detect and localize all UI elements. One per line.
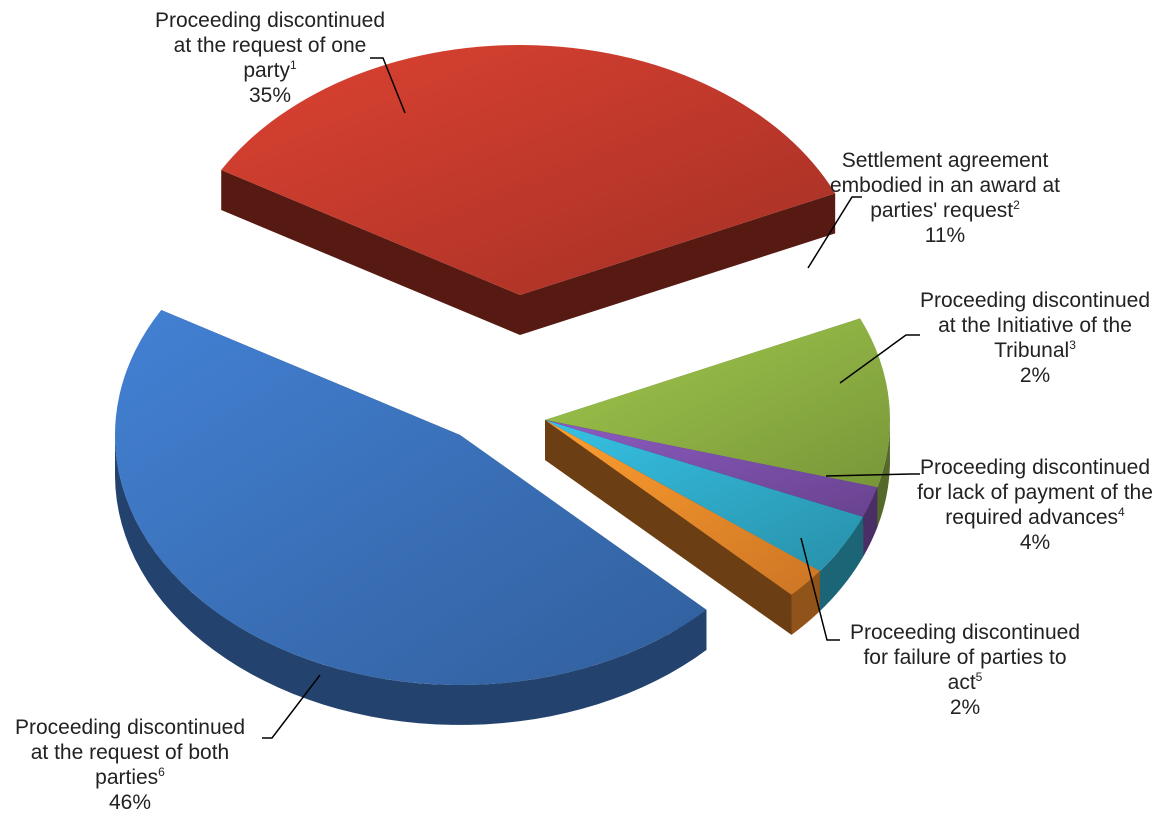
slice-top-one_party	[221, 45, 836, 295]
pct-tribunal: 2%	[1019, 364, 1051, 387]
slice-top-tribunal	[545, 420, 878, 517]
label-advances: Proceeding discontinued for lack of paym…	[900, 455, 1170, 555]
slice-wall-both_parties	[115, 436, 707, 725]
slice-wall-advances	[819, 516, 864, 612]
pct-settlement: 11%	[924, 224, 966, 247]
slice-top-failure	[545, 420, 820, 595]
slice-side-failure-1	[545, 420, 792, 635]
leader-line-failure	[800, 537, 840, 641]
leader-line-advances	[825, 473, 920, 477]
pct-one-party: 35%	[248, 84, 292, 107]
slice-top-settlement	[545, 318, 890, 488]
pct-both-parties: 46%	[108, 791, 152, 814]
label-failure: Proceeding discontinued for failure of p…	[830, 620, 1100, 720]
label-settlement: Settlement agreement embodied in an awar…	[800, 148, 1090, 248]
slice-one_party	[221, 45, 836, 335]
slice-wall-failure	[791, 571, 820, 635]
slice-wall-settlement	[877, 416, 890, 528]
slice-top-advances	[545, 420, 864, 572]
slice-wall-tribunal	[863, 487, 878, 557]
label-tribunal: Proceeding discontinued at the Initiativ…	[900, 288, 1170, 388]
label-both-parties: Proceeding discontinued at the request o…	[0, 715, 260, 815]
leader-line-tribunal	[839, 334, 920, 384]
pct-advances: 4%	[1019, 531, 1051, 554]
slice-top-both_parties	[114, 310, 707, 686]
slice-side-one_party-0	[221, 170, 520, 335]
slice-failure	[545, 420, 820, 635]
leader-line-one_party	[370, 57, 406, 114]
leader-line-settlement	[807, 196, 862, 269]
leader-line-both_parties	[262, 674, 321, 739]
pct-failure: 2%	[949, 696, 981, 719]
slice-both_parties	[114, 310, 707, 725]
slice-side-one_party-1	[520, 193, 836, 335]
label-one-party: Proceeding discontinued at the request o…	[120, 8, 420, 108]
